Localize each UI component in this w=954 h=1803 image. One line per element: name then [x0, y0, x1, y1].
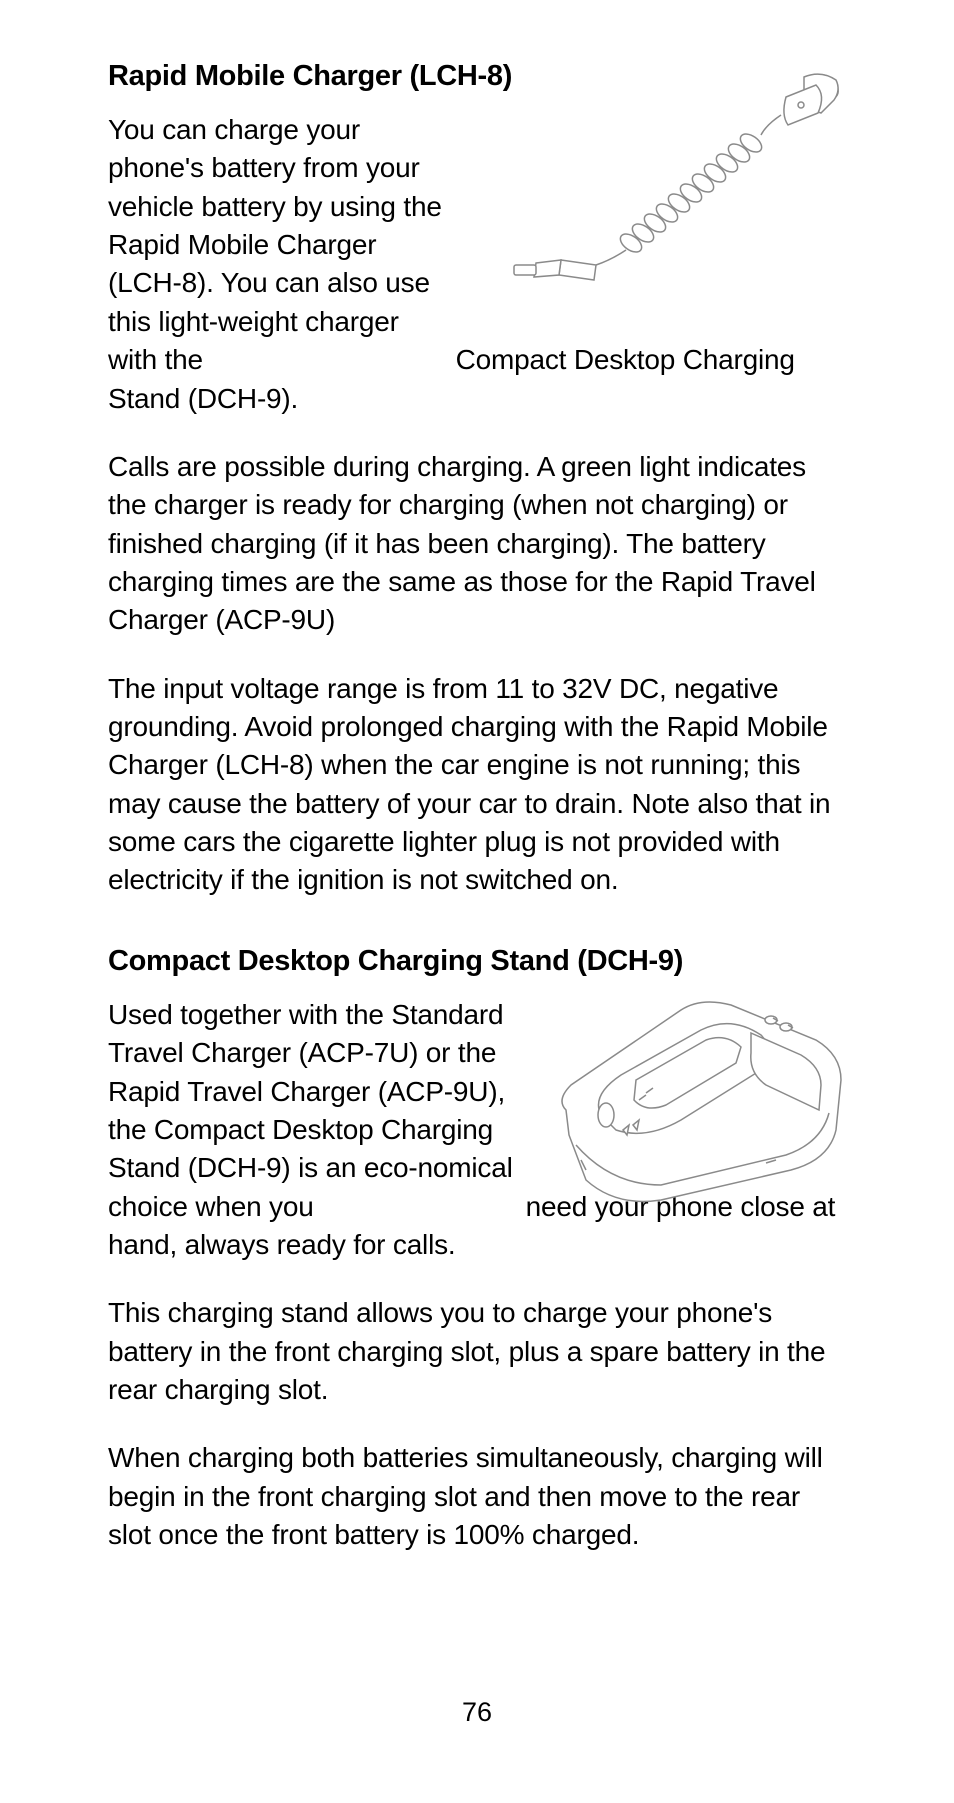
section-desktop-charging-stand: Compact Desktop Charging Stand (DCH-9) [108, 945, 846, 1555]
para-1-2: Calls are possible during charging. A gr… [108, 448, 846, 640]
charger-illustration [486, 65, 856, 295]
charging-stand-illustration [531, 985, 861, 1210]
para-2-1-narrow: Used together with the Standard Travel C… [108, 996, 518, 1226]
para-2-2: This charging stand allows you to charge… [108, 1294, 846, 1409]
para-1-3: The input voltage range is from 11 to 32… [108, 670, 846, 900]
desktop-stand-svg [531, 985, 861, 1210]
para-1-1-narrow: You can charge your phone's battery from… [108, 111, 448, 380]
page-number: 76 [0, 1697, 954, 1728]
para-2-3: When charging both batteries simultaneou… [108, 1439, 846, 1554]
car-charger-svg [486, 65, 856, 295]
heading-2: Compact Desktop Charging Stand (DCH-9) [108, 945, 846, 978]
section-rapid-mobile-charger: Rapid Mobile Charger (LCH-8) You can cha… [108, 60, 846, 900]
